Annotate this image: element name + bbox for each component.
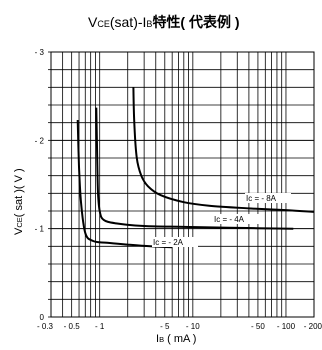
x-tick-label: - 0.3 <box>37 322 54 331</box>
x-tick-label: - 0.5 <box>64 322 81 331</box>
x-axis-label: IB ( mA ) <box>156 333 196 345</box>
series: Ic = - 2A Ic = - 4A Ic = - 8A <box>76 87 315 249</box>
series-label-bg <box>213 214 259 224</box>
series-label: Ic = - 2A <box>153 238 184 247</box>
x-tick-label: - 100 <box>277 322 296 331</box>
y-tick-label: - 3 <box>35 48 45 57</box>
series-label-bg <box>245 193 291 203</box>
series-label: Ic = - 8A <box>246 194 277 203</box>
series-line <box>76 119 173 249</box>
series-line <box>95 107 294 230</box>
x-tick-label: - 1 <box>95 322 105 331</box>
series-line <box>132 87 315 213</box>
x-tick-label: - 5 <box>160 322 170 331</box>
series-label-bg <box>152 237 198 247</box>
chart-title: VCE(sat)-IB特性( 代表例 ) <box>88 14 240 30</box>
series-label: Ic = - 4A <box>214 215 245 224</box>
tick-labels: - 0.3 - 0.5 - 1 - 5 - 10 - 50 - 100 - 200 0 - 1 - … <box>35 48 322 331</box>
y-tick-label: - 1 <box>35 225 45 234</box>
x-tick-label: - 10 <box>186 322 200 331</box>
y-axis-label: VCE( sat )( V ) <box>13 168 25 235</box>
y-tick-label: - 2 <box>35 136 45 145</box>
x-tick-label: - 50 <box>251 322 265 331</box>
x-tick-label: - 200 <box>304 322 322 331</box>
y-tick-label: 0 <box>40 313 45 322</box>
grid <box>48 51 315 318</box>
